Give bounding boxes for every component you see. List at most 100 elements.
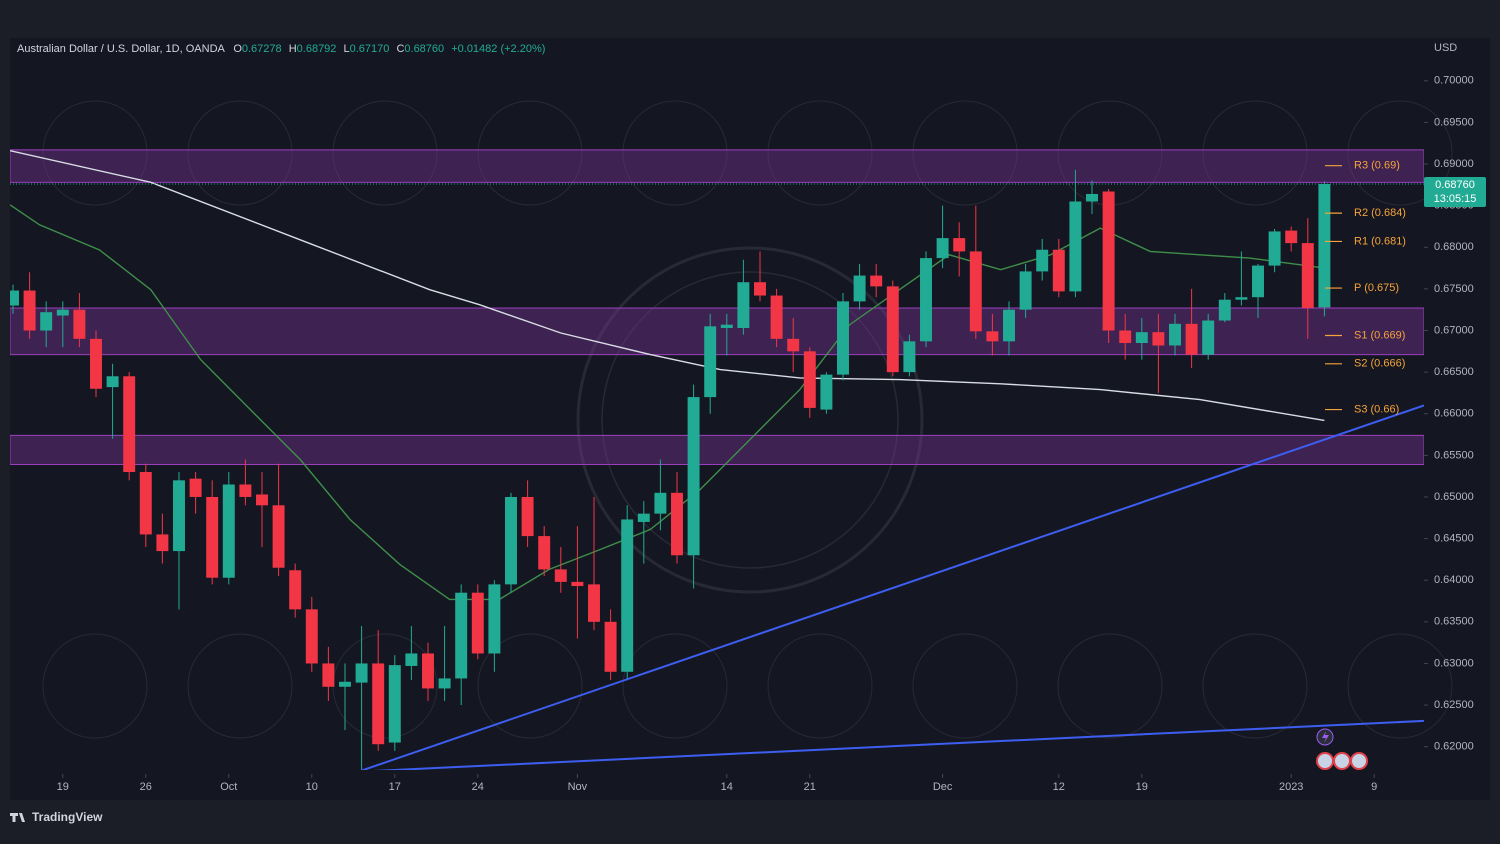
axes: 0.62000 0.62500 0.63000 0.63500 0.64000 0.645… [57, 75, 1474, 793]
candle-body [1218, 299, 1231, 321]
x-tick-label: 26 [140, 781, 152, 793]
candle-body [73, 309, 86, 339]
ohlc-key: H [289, 43, 297, 55]
candle-body [671, 492, 683, 556]
candle-body [820, 374, 833, 410]
currency: USD [1434, 42, 1457, 54]
candle-body [687, 397, 700, 556]
candle-body [803, 351, 816, 408]
candle-body [770, 295, 783, 339]
candle-body [1003, 309, 1015, 342]
ohlc-key: C [396, 43, 404, 55]
candle-body [886, 286, 899, 373]
candle-body [355, 663, 368, 683]
candle-body [1086, 193, 1098, 202]
candle-body [1169, 323, 1181, 346]
x-tick-label: Oct [220, 781, 237, 793]
moving-average [10, 150, 1325, 422]
brand-name: TradingView [32, 810, 103, 824]
change: +0.01482 (+2.20%) [451, 43, 545, 55]
countdown: 13:05:15 [1434, 193, 1477, 205]
x-tick-label: 12 [1053, 781, 1065, 793]
candle-body [1285, 230, 1298, 244]
candle-body [372, 663, 385, 745]
candle-body [90, 338, 102, 389]
zone [10, 149, 1424, 183]
candle-body [554, 569, 567, 582]
candle-body [936, 238, 949, 259]
candle-body [139, 472, 152, 535]
y-tick-label: 0.66000 [1434, 408, 1474, 420]
brand-logo [10, 813, 25, 822]
candle-body [289, 570, 302, 610]
candle-body [455, 592, 468, 679]
y-tick-label: 0.67000 [1434, 324, 1474, 336]
candle-body [189, 478, 202, 497]
candle-body [305, 609, 318, 664]
y-tick-label: 0.70000 [1434, 75, 1474, 87]
symbol: Australian Dollar / U.S. Dollar, 1D, OAN… [17, 43, 226, 55]
candle-body [754, 282, 766, 296]
zone [10, 434, 1424, 466]
y-tick-label: 0.68000 [1434, 241, 1474, 253]
ohlc-value: 0.68792 [297, 43, 337, 55]
candle-body [1268, 231, 1281, 266]
watermark [42, 100, 1453, 739]
candle-body [272, 505, 285, 568]
pivot-label: R3 (0.69) [1354, 160, 1400, 172]
y-tick-label: 0.63500 [1434, 616, 1474, 628]
candle-body [156, 534, 169, 552]
candle-body [471, 592, 484, 654]
candle-body [322, 663, 335, 687]
event-flag [1350, 752, 1368, 770]
candle-body [1301, 243, 1314, 309]
trend-line [372, 719, 1424, 770]
candle-body [173, 480, 185, 552]
candle-body [1019, 271, 1032, 310]
candle-body [239, 484, 252, 497]
ohlc-value: 0.67278 [242, 43, 282, 55]
y-tick-label: 0.66500 [1434, 366, 1474, 378]
pivot-label: S1 (0.669) [1354, 329, 1405, 341]
ohlc-key: L [343, 43, 349, 55]
legend-header: Australian Dollar / U.S. Dollar, 1D, OAN… [17, 43, 545, 55]
event-flag [1316, 752, 1334, 770]
candle-body [588, 584, 600, 622]
candle-body [637, 513, 650, 522]
candle-body [1119, 330, 1132, 343]
candle-body [853, 275, 866, 302]
candle-body [1135, 332, 1148, 343]
x-tick-label: 19 [57, 781, 69, 793]
candle-body [405, 653, 418, 666]
candle-body [256, 494, 268, 506]
candle-body [56, 309, 69, 316]
event-bolt [1322, 731, 1329, 743]
y-tick-label: 0.63000 [1434, 657, 1474, 669]
candle-body [488, 584, 501, 654]
pivot-label: P (0.675) [1354, 282, 1399, 294]
x-tick-label: 2023 [1279, 781, 1303, 793]
candle-body [438, 678, 451, 689]
candle-body [621, 519, 634, 672]
ohlc-value: 0.68760 [404, 43, 444, 55]
event-flag [1333, 752, 1351, 770]
candle-body [604, 621, 617, 672]
x-tick-label: 19 [1136, 781, 1148, 793]
candle-body [1318, 184, 1331, 308]
candle-body [505, 496, 517, 585]
candle-body [123, 376, 136, 473]
candle-body [1252, 265, 1264, 298]
candle-body [10, 290, 19, 306]
y-tick-label: 0.62000 [1434, 741, 1474, 753]
pivot-label: S2 (0.666) [1354, 358, 1405, 370]
candle-body [1052, 249, 1065, 292]
candle-body [222, 484, 235, 578]
candle-body [1202, 320, 1215, 355]
x-tick-label: 9 [1371, 781, 1377, 793]
candle-body [40, 312, 53, 331]
x-tick-label: 17 [389, 781, 401, 793]
ohlc-value: 0.67170 [350, 43, 390, 55]
price-box [1424, 177, 1486, 207]
